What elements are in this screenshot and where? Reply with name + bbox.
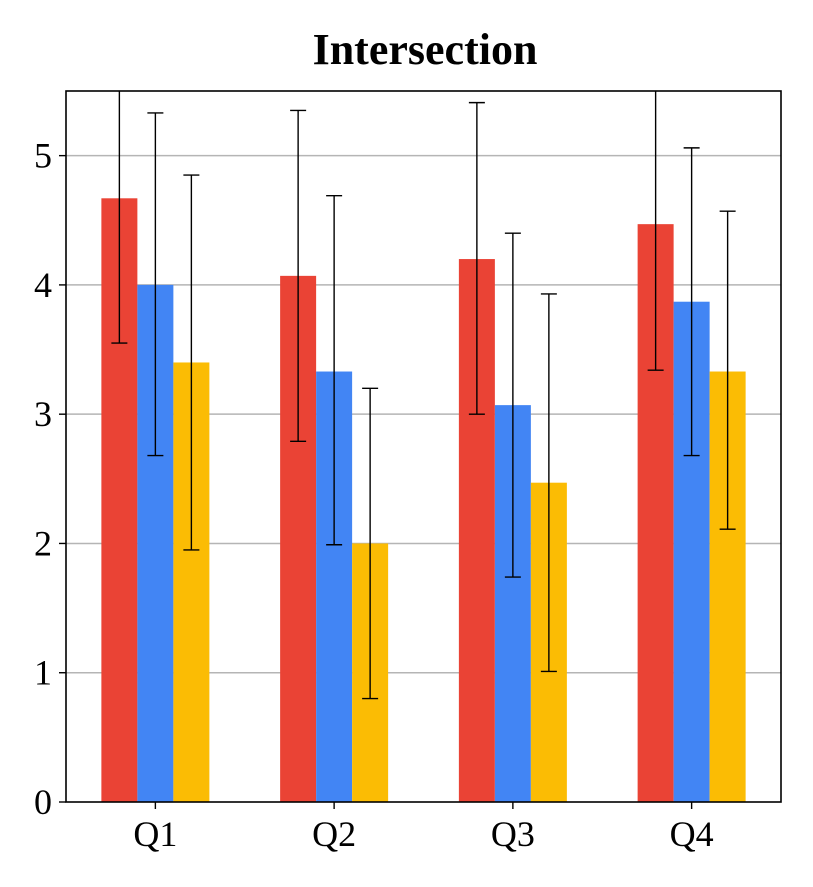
plot-frame	[65, 90, 782, 803]
x-axis-ticks: Q1 Q2 Q3 Q4	[133, 802, 714, 854]
y-tick-label: 0	[34, 782, 52, 822]
y-tick-label: 1	[34, 653, 52, 693]
bars	[101, 198, 746, 803]
y-tick-label: 4	[34, 265, 52, 305]
x-tick-label: Q4	[670, 814, 714, 854]
x-tick-label: Q2	[312, 814, 356, 854]
y-tick-label: 2	[34, 523, 52, 563]
x-tick-label: Q1	[133, 814, 177, 854]
y-axis-ticks: 0 1 2 3 4 5	[34, 136, 66, 822]
chart-title: Intersection	[313, 25, 538, 74]
error-bars	[111, 91, 736, 700]
y-tick-label: 3	[34, 394, 52, 434]
y-tick-label: 5	[34, 136, 52, 176]
x-tick-label: Q3	[491, 814, 535, 854]
